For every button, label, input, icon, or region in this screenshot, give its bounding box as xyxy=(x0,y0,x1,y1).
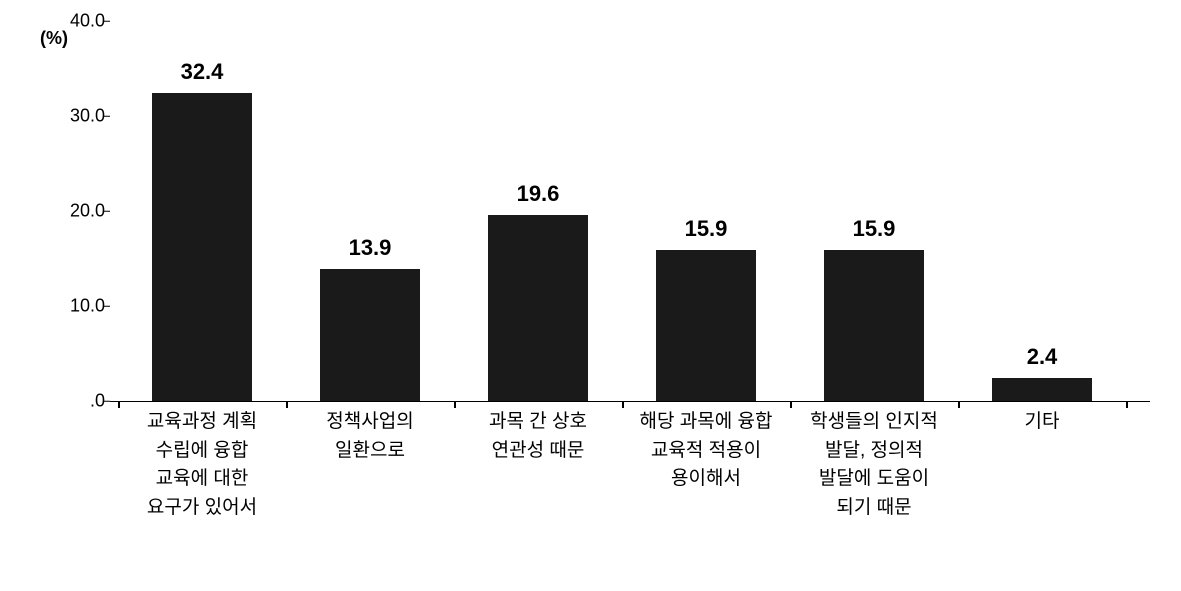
bar-value-label: 15.9 xyxy=(853,216,896,242)
y-tick-mark xyxy=(104,210,110,212)
bar xyxy=(488,215,588,401)
y-tick-label: 40.0 xyxy=(60,11,105,32)
x-tick-mark xyxy=(790,402,792,408)
x-category-label: 해당 과목에 융합 교육적 적용이 용이해서 xyxy=(626,408,786,494)
y-tick-mark xyxy=(104,400,110,402)
x-category-label: 기타 xyxy=(962,408,1122,437)
bar xyxy=(152,93,252,401)
x-category-label: 과목 간 상호 연관성 때문 xyxy=(458,408,618,465)
bar xyxy=(320,269,420,401)
bar-value-label: 13.9 xyxy=(349,235,392,261)
y-tick-label: 20.0 xyxy=(60,201,105,222)
plot-area: .010.020.030.040.032.413.919.615.915.92.… xyxy=(110,22,1150,402)
y-tick-label: 10.0 xyxy=(60,296,105,317)
bar-value-label: 32.4 xyxy=(181,59,224,85)
y-tick-mark xyxy=(104,115,110,117)
y-tick-mark xyxy=(104,305,110,307)
bar xyxy=(992,378,1092,401)
x-tick-mark xyxy=(958,402,960,408)
x-tick-mark xyxy=(286,402,288,408)
x-tick-mark xyxy=(454,402,456,408)
x-tick-mark xyxy=(1126,402,1128,408)
x-tick-mark xyxy=(622,402,624,408)
bar-value-label: 15.9 xyxy=(685,216,728,242)
bar-value-label: 19.6 xyxy=(517,181,560,207)
x-category-label: 정책사업의 일환으로 xyxy=(290,408,450,465)
y-tick-label: 30.0 xyxy=(60,106,105,127)
bar-value-label: 2.4 xyxy=(1027,344,1058,370)
bar xyxy=(824,250,924,401)
x-tick-mark xyxy=(118,402,120,408)
x-category-label: 교육과정 계획 수립에 융합 교육에 대한 요구가 있어서 xyxy=(122,408,282,522)
x-category-label: 학생들의 인지적 발달, 정의적 발달에 도움이 되기 때문 xyxy=(794,408,954,522)
bar-chart: (%) .010.020.030.040.032.413.919.615.915… xyxy=(40,10,1160,580)
bar xyxy=(656,250,756,401)
y-tick-label: .0 xyxy=(60,391,105,412)
y-tick-mark xyxy=(104,20,110,22)
